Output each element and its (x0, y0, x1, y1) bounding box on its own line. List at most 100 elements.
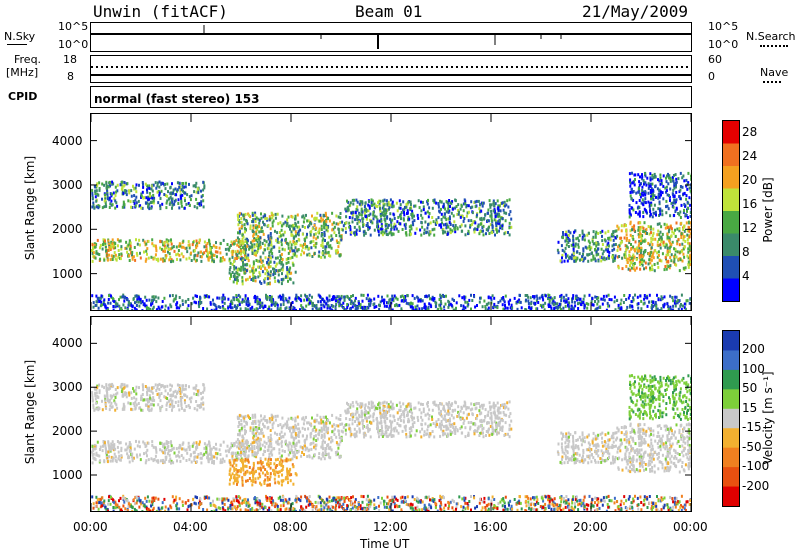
cell (170, 459, 173, 463)
cell (111, 192, 114, 196)
cell (610, 234, 613, 238)
cell (278, 448, 281, 452)
cell (355, 207, 358, 211)
cell (286, 420, 289, 424)
cell (226, 444, 229, 448)
cell (384, 222, 387, 226)
cell (303, 216, 306, 220)
cell (132, 456, 135, 460)
cell (209, 302, 212, 306)
cell (139, 406, 142, 410)
cell (664, 186, 667, 190)
cell (683, 179, 686, 183)
cell (320, 244, 323, 247)
cell (442, 230, 445, 234)
cell (361, 299, 364, 303)
cell (200, 255, 203, 259)
cell (149, 396, 152, 400)
cell (491, 231, 494, 235)
cell (628, 294, 631, 297)
cell (145, 308, 148, 311)
cell (688, 186, 691, 190)
cell (167, 197, 170, 201)
cell (497, 208, 500, 212)
cell (91, 450, 93, 454)
cell (662, 184, 665, 188)
cell (565, 255, 567, 259)
cell (650, 197, 653, 201)
cell (238, 267, 240, 271)
cell (357, 215, 360, 219)
cell (231, 306, 234, 310)
cell (280, 278, 283, 282)
cell (376, 219, 379, 223)
cell (181, 388, 184, 392)
cell (216, 456, 218, 460)
cell (572, 247, 575, 251)
cell (669, 305, 672, 309)
cell (131, 257, 134, 261)
cell (114, 300, 117, 304)
cell (300, 299, 303, 303)
cell (620, 229, 623, 233)
cell (479, 203, 481, 207)
cell (479, 230, 482, 234)
cell (187, 445, 190, 449)
cell (368, 297, 371, 301)
cell (490, 214, 493, 218)
cell (131, 408, 134, 412)
cell (195, 181, 198, 185)
cell (658, 237, 661, 241)
cell (667, 253, 670, 257)
cell (504, 306, 507, 310)
cell (339, 212, 342, 215)
cell (473, 295, 476, 299)
cell (337, 215, 340, 219)
cell (689, 257, 692, 261)
cell (585, 302, 588, 306)
cell (690, 224, 693, 227)
cell (629, 260, 632, 264)
cell (246, 277, 249, 281)
cell (113, 445, 116, 449)
cell (91, 251, 94, 255)
cell (648, 201, 651, 205)
cell (331, 228, 334, 232)
cell (348, 204, 351, 208)
cell (650, 304, 653, 307)
cell (235, 278, 238, 282)
cell (384, 224, 387, 228)
cell (244, 254, 247, 258)
cell (98, 407, 101, 410)
cell (631, 225, 634, 229)
cell (313, 252, 316, 255)
cell (109, 301, 112, 305)
cell (202, 252, 205, 256)
cell (398, 206, 401, 210)
cell (270, 303, 273, 307)
cell (344, 309, 347, 312)
cell (264, 305, 267, 308)
cell (669, 199, 671, 202)
cell (599, 231, 602, 234)
cell (335, 214, 338, 218)
cell (140, 408, 143, 412)
cell (311, 255, 314, 258)
cell (396, 297, 399, 301)
cell (266, 218, 269, 222)
cell (179, 446, 182, 450)
cell (421, 200, 424, 204)
cell (533, 295, 536, 299)
cell (662, 305, 665, 309)
cell (445, 224, 448, 228)
cell (465, 214, 468, 218)
cell (192, 442, 195, 446)
cell (427, 305, 430, 309)
cell (641, 255, 644, 259)
cell (368, 218, 371, 222)
cell (638, 249, 641, 253)
cell (276, 212, 279, 216)
cell (104, 197, 107, 201)
cell (272, 415, 275, 419)
cell (358, 202, 361, 206)
